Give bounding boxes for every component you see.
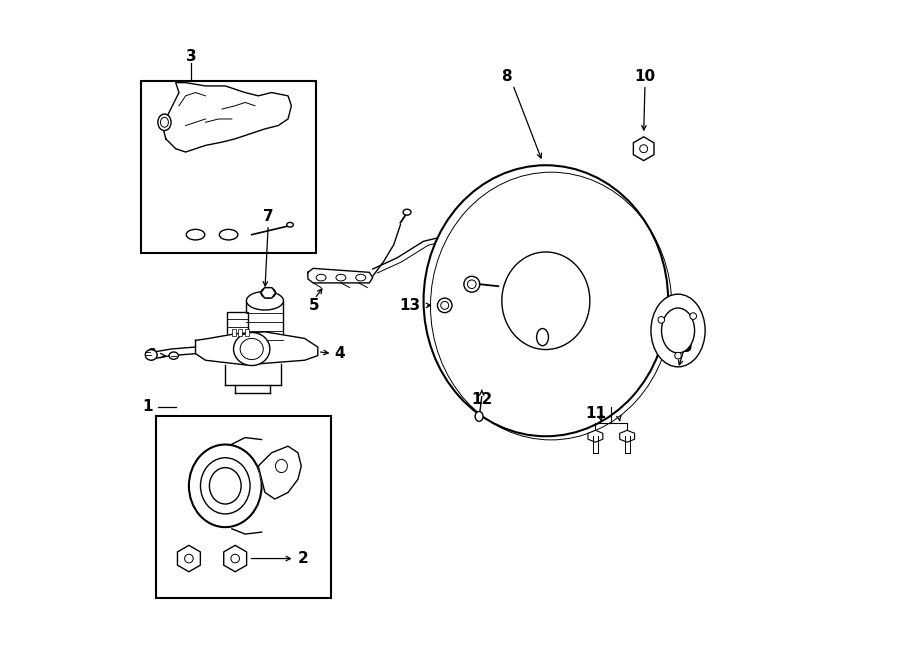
Ellipse shape xyxy=(475,411,483,422)
Text: 13: 13 xyxy=(399,298,420,313)
Polygon shape xyxy=(308,268,373,283)
Ellipse shape xyxy=(536,329,548,346)
Bar xyxy=(247,301,284,350)
Ellipse shape xyxy=(403,209,411,215)
Ellipse shape xyxy=(690,313,697,319)
Ellipse shape xyxy=(441,301,449,309)
Ellipse shape xyxy=(261,288,275,298)
Ellipse shape xyxy=(640,145,648,153)
Text: 12: 12 xyxy=(471,393,492,407)
Bar xyxy=(227,312,248,337)
Ellipse shape xyxy=(233,332,270,366)
Bar xyxy=(232,329,236,336)
Polygon shape xyxy=(620,430,634,442)
Ellipse shape xyxy=(662,308,695,353)
Text: 2: 2 xyxy=(298,551,309,566)
Ellipse shape xyxy=(186,229,205,240)
Ellipse shape xyxy=(158,114,171,131)
Ellipse shape xyxy=(464,276,480,292)
Polygon shape xyxy=(177,545,201,572)
Ellipse shape xyxy=(145,350,158,360)
Ellipse shape xyxy=(184,554,194,563)
Ellipse shape xyxy=(201,457,250,514)
Ellipse shape xyxy=(169,352,178,359)
Text: 8: 8 xyxy=(501,69,511,83)
Text: 10: 10 xyxy=(634,69,655,83)
Ellipse shape xyxy=(287,222,293,227)
Polygon shape xyxy=(261,288,275,298)
Ellipse shape xyxy=(160,118,168,128)
Ellipse shape xyxy=(275,459,287,473)
Ellipse shape xyxy=(240,338,264,360)
Ellipse shape xyxy=(651,294,705,367)
Ellipse shape xyxy=(189,444,262,527)
Text: 4: 4 xyxy=(334,346,345,361)
Ellipse shape xyxy=(658,317,664,323)
Text: 7: 7 xyxy=(263,210,274,224)
Bar xyxy=(156,416,331,598)
Bar xyxy=(140,81,316,253)
Ellipse shape xyxy=(220,229,238,240)
Ellipse shape xyxy=(316,274,326,281)
Ellipse shape xyxy=(356,274,365,281)
Bar xyxy=(238,329,242,336)
Polygon shape xyxy=(195,332,318,365)
Text: 11: 11 xyxy=(585,406,606,420)
Ellipse shape xyxy=(437,298,452,313)
Ellipse shape xyxy=(502,252,590,350)
Ellipse shape xyxy=(675,352,681,359)
Ellipse shape xyxy=(210,468,241,504)
Polygon shape xyxy=(258,446,302,499)
Ellipse shape xyxy=(467,280,476,288)
Polygon shape xyxy=(163,83,292,152)
Text: 9: 9 xyxy=(681,340,692,354)
Polygon shape xyxy=(588,430,603,442)
Ellipse shape xyxy=(247,292,284,310)
Ellipse shape xyxy=(231,554,239,563)
Text: 1: 1 xyxy=(142,399,152,414)
Polygon shape xyxy=(224,545,247,572)
Polygon shape xyxy=(634,137,654,161)
Ellipse shape xyxy=(424,165,668,436)
Bar xyxy=(245,329,249,336)
Text: 3: 3 xyxy=(185,49,196,63)
Text: 6: 6 xyxy=(147,348,158,363)
Ellipse shape xyxy=(336,274,346,281)
Text: 5: 5 xyxy=(310,298,320,313)
